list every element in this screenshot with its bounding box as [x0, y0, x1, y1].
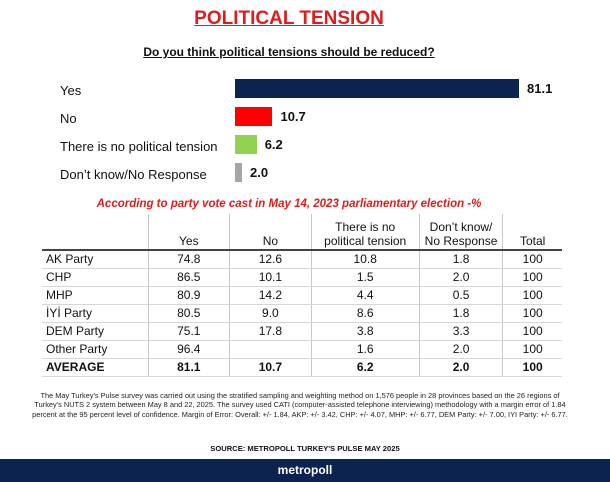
- table-cell: 100: [502, 250, 562, 269]
- table-cell: 100: [502, 286, 562, 305]
- header-dont-know: Don’t know/No Response: [418, 214, 503, 251]
- table-cell: 8.6: [310, 304, 420, 323]
- table-cell: 0.5: [418, 286, 503, 305]
- table-row: CHP 86.5 10.1 1.5 2.0 100: [42, 268, 562, 287]
- table-cell: 12.6: [229, 250, 312, 269]
- table-cell: 1.8: [418, 250, 503, 269]
- table-cell: 6.2: [310, 358, 420, 377]
- table-cell: 17.8: [229, 322, 312, 341]
- table-cell: 2.0: [418, 268, 503, 287]
- table-cell: 9.0: [229, 304, 312, 323]
- table-cell: MHP: [42, 286, 149, 305]
- table-cell: DEM Party: [42, 322, 149, 341]
- table-cell: Other Party: [42, 340, 149, 359]
- party-breakdown-table: Yes No There is no political tension Don’…: [42, 214, 562, 377]
- table-cell: 10.7: [229, 358, 312, 377]
- table-cell: 80.9: [147, 286, 230, 305]
- table-cell: AK Party: [42, 250, 149, 269]
- bar-value-label: 10.7: [280, 109, 306, 124]
- table-cell: 10.8: [310, 250, 420, 269]
- table-cell: 1.8: [418, 304, 503, 323]
- table-cell: 1.5: [310, 268, 420, 287]
- table-cell: 100: [502, 304, 562, 323]
- table-cell: 100: [502, 322, 562, 341]
- table-body: AK Party 74.8 12.6 10.8 1.8 100 CHP 86.5 10.1 1.5…: [42, 250, 562, 377]
- table-row: DEM Party 75.1 17.8 3.8 3.3 100: [42, 322, 562, 341]
- table-header-row: Yes No There is no political tension Don’…: [42, 214, 562, 251]
- table-row: AVERAGE 81.1 10.7 6.2 2.0 100: [42, 358, 562, 377]
- header-yes: Yes: [147, 214, 230, 251]
- table-cell: 100: [502, 358, 562, 377]
- source-note: SOURCE: METROPOLL TURKEY'S PULSE MAY 202…: [210, 444, 400, 453]
- table-cell: 1.6: [310, 340, 420, 359]
- bar: [235, 79, 519, 98]
- table-cell: 2.0: [418, 358, 503, 377]
- methodology-footnote: The May Turkey's Pulse survey was carrie…: [32, 391, 568, 419]
- bar-label: No: [60, 111, 77, 126]
- bar-value-label: 81.1: [527, 81, 553, 96]
- table-cell: 96.4: [147, 340, 230, 359]
- table-cell: CHP: [42, 268, 149, 287]
- table-cell: 3.3: [418, 322, 503, 341]
- table-cell: 3.8: [310, 322, 420, 341]
- bar-label: Yes: [60, 83, 82, 98]
- bar: [235, 135, 257, 154]
- survey-question: Do you think political tensions should b…: [143, 45, 435, 59]
- header-no: No: [229, 214, 312, 251]
- table-title: According to party vote cast in May 14, …: [96, 198, 482, 210]
- table-cell: 100: [502, 268, 562, 287]
- table-row: AK Party 74.8 12.6 10.8 1.8 100: [42, 250, 562, 269]
- bar: [235, 163, 242, 182]
- table-row: Other Party 96.4 1.6 2.0 100: [42, 340, 562, 359]
- table-cell: 86.5: [147, 268, 230, 287]
- table-cell: 10.1: [229, 268, 312, 287]
- table-cell: 81.1: [147, 358, 230, 377]
- table-row: İYİ Party 80.5 9.0 8.6 1.8 100: [42, 304, 562, 323]
- bar-value-label: 6.2: [264, 137, 283, 152]
- table-cell: 4.4: [310, 286, 420, 305]
- table-cell: AVERAGE: [42, 358, 149, 377]
- table-cell: 74.8: [147, 250, 230, 269]
- page-title: POLITICAL TENSION: [194, 8, 384, 29]
- table-row: MHP 80.9 14.2 4.4 0.5 100: [42, 286, 562, 305]
- table-cell: İYİ Party: [42, 304, 149, 323]
- bar-value-label: 2.0: [250, 165, 269, 180]
- table-cell: 100: [502, 340, 562, 359]
- table-cell: 2.0: [418, 340, 503, 359]
- header-total: Total: [502, 214, 562, 251]
- header-no-tension: There is no political tension: [310, 214, 420, 251]
- bar-label: There is no political tension: [60, 139, 218, 154]
- brand-footer: metropoll: [0, 459, 610, 482]
- header-party: [42, 214, 149, 251]
- table-cell: 80.5: [147, 304, 230, 323]
- table-cell: [229, 340, 312, 359]
- table-cell: 14.2: [229, 286, 312, 305]
- bar: [235, 107, 273, 126]
- table-cell: 75.1: [147, 322, 230, 341]
- bar-label: Don’t know/No Response: [60, 167, 207, 182]
